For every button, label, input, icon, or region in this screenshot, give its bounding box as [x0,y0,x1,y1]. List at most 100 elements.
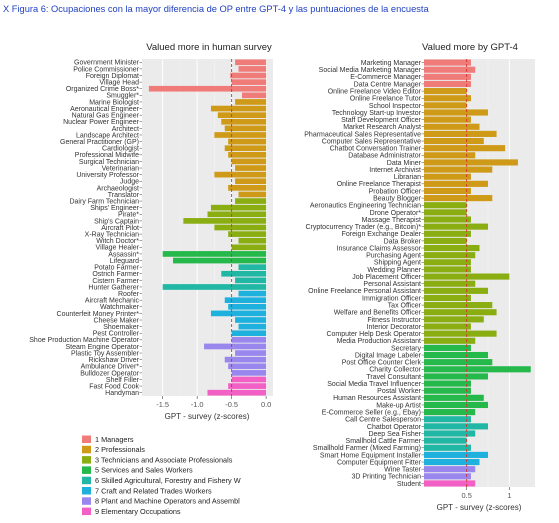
bar [424,466,476,473]
bar [235,178,267,185]
bar [173,257,267,264]
bar [162,284,267,290]
bar [224,145,267,152]
bar [228,185,267,191]
bar [424,302,493,309]
bar [424,73,471,80]
bar [424,80,471,88]
category-label: Watchmaker [100,304,140,311]
bar [424,102,467,109]
category-label: Cryptocurrency Trader (e.g., Bitcoin)* [305,224,421,231]
category-label: Call Centre Salesperson [345,417,421,424]
legend-label: 9 Elementary Occupations [95,507,181,516]
category-label: Steam Engine Operator [65,344,139,351]
bar [424,359,493,366]
bar [228,383,267,389]
bar [235,165,267,171]
category-label: Police Commissioner [73,66,139,73]
category-label: 3D Printing Technician [351,474,421,481]
legend-label: 5 Services and Sales Workers [95,466,193,475]
category-label: Personal Assistant [363,281,421,288]
bar [210,105,267,112]
bar [424,416,471,423]
panel-title: Valued more in human survey [146,42,272,53]
bar [424,123,480,130]
plot-background [424,59,535,487]
category-label: Librarian [394,174,421,181]
category-label: Village Head [99,80,139,87]
bar [231,330,267,337]
bar [424,216,471,223]
category-label: Purchasing Agent [366,253,421,260]
bar [424,480,476,487]
bar [424,202,467,209]
category-label: Database Administrator [348,153,421,160]
category-label: Aeronautical Engineer [70,106,140,113]
category-label: Smuggler* [106,93,139,100]
category-label: Social Media Travel Influencer [327,381,421,388]
x-tick-label: -0.5 [225,400,238,409]
category-label: Post Office Counter Clerk [342,360,422,367]
bar [238,191,267,198]
category-label: Architect [112,126,139,133]
bar [224,125,267,132]
bar [424,280,476,287]
bar [214,132,267,138]
legend-swatch [82,435,91,443]
category-label: Marine Biologist [89,99,139,106]
category-label: Computer Help Desk Operator [326,331,421,338]
category-label: General Practitioner (GP) [60,139,139,146]
bar [424,337,476,344]
category-label: E-Commerce Manager [350,74,421,81]
bar [424,437,467,444]
bar [207,389,267,396]
bar [424,66,476,73]
category-label: Archaeologist [97,185,139,192]
bar [207,211,267,218]
category-label: Probation Officer [369,188,422,195]
bar [424,88,467,95]
category-label: Online Freelance Therapist [337,181,421,188]
category-label: School Inspector [369,103,422,110]
category-label: Online Freelance Tutor [350,96,422,103]
legend-label: 1 Managers [95,435,134,444]
panel-title: Valued more by GPT-4 [422,42,518,53]
bar [424,380,471,387]
bar [238,66,267,72]
category-label: Deep Sea Fisher [368,431,421,438]
category-label: Cheese Maker [93,317,139,324]
legend-swatch [82,476,91,485]
bar [231,79,267,85]
category-label: Online Freelance Personal Assistant [308,288,421,295]
category-label: Shipping Agent [374,260,421,267]
category-label: Wedding Planner [367,267,421,274]
category-label: Charity Collector [369,367,421,374]
category-label: Pharmaceutical Sales Representative [304,131,421,138]
bar [228,303,267,310]
category-label: Professional Midwife [75,152,139,159]
bar [424,130,497,137]
category-label: Foreign Exchange Dealer [342,231,422,238]
category-label: Data Centre Manager [354,81,422,88]
legend-label: 2 Professionals [95,445,145,454]
category-label: Interior Decorator [367,324,422,331]
bar [424,223,489,230]
legend-label: 6 Skilled Agricultural, Forestry and Fis… [95,476,241,485]
bar [424,366,531,373]
category-label: Internet Archivist [369,167,421,174]
category-label: Shoemaker [103,324,139,331]
bar [424,294,471,302]
category-label: Smallhold Cattle Farmer [346,438,422,445]
bar [228,363,267,370]
category-label: Cardiologist [102,146,139,153]
category-label: Human Resources Assistant [333,395,421,402]
bar [235,99,267,105]
bar [148,85,267,92]
bar [214,224,267,231]
category-label: Computer Sales Representative [322,138,421,145]
bar [424,451,489,458]
category-label: Potato Farmer [94,265,139,272]
bar [424,287,489,294]
category-label: Smart Home Equipment Installer [320,452,422,459]
